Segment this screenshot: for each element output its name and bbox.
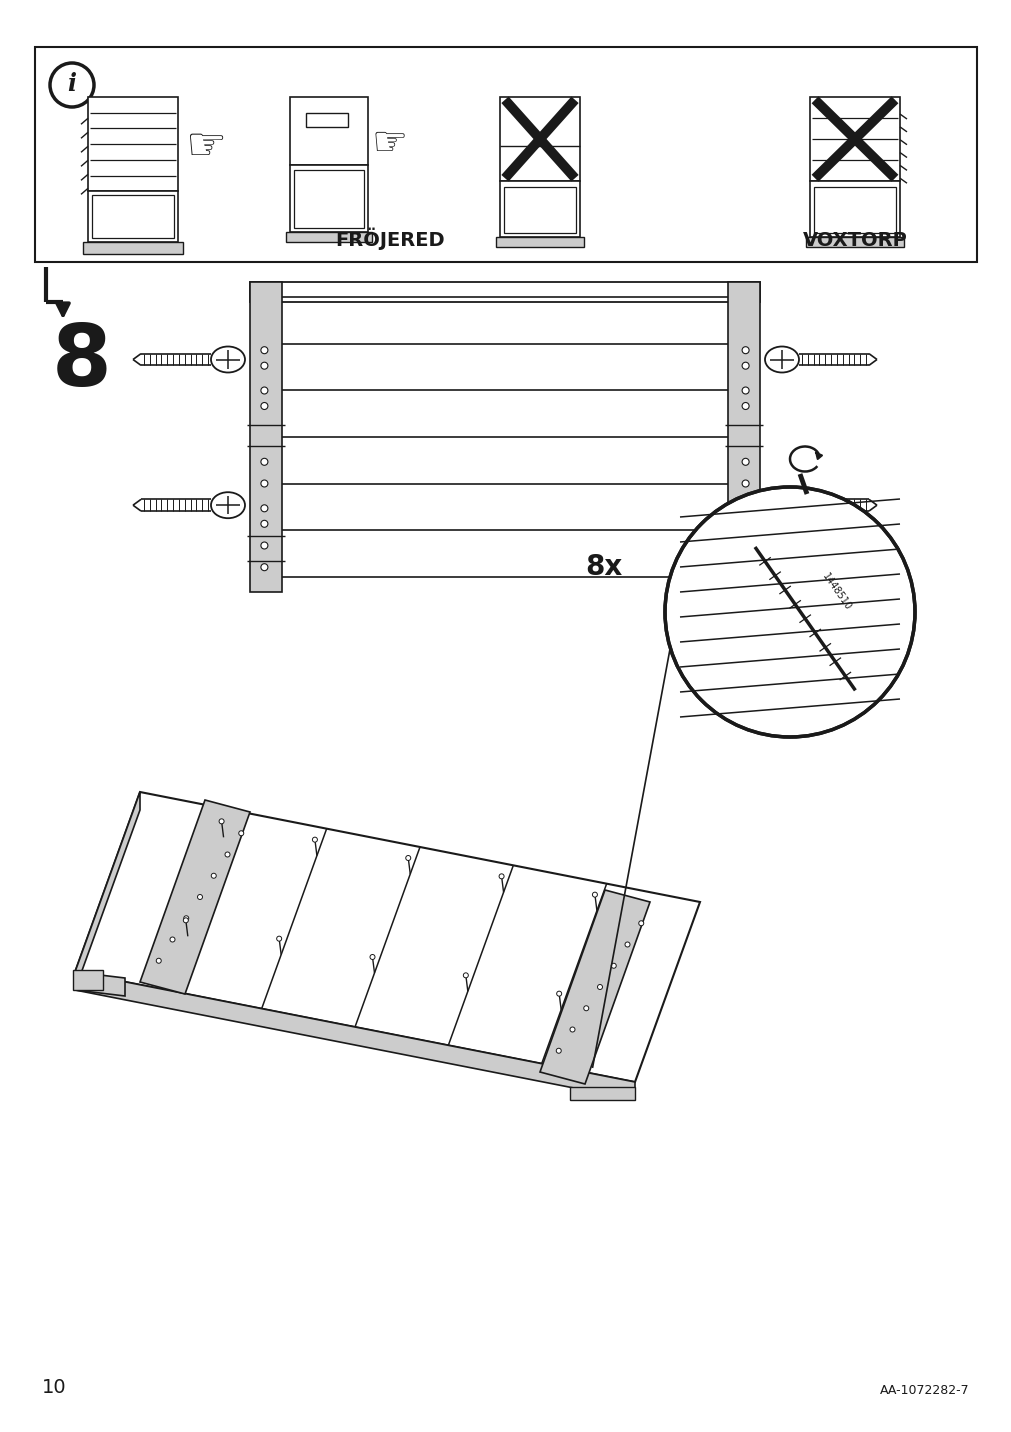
Bar (503, 186, 575, 233)
Bar (495, 238, 583, 246)
Text: i: i (68, 72, 77, 96)
Circle shape (218, 819, 223, 823)
Text: ☞: ☞ (372, 125, 407, 165)
Circle shape (224, 852, 229, 856)
Circle shape (741, 505, 748, 511)
Circle shape (261, 362, 268, 369)
Circle shape (498, 874, 503, 879)
Text: 8x: 8x (584, 553, 622, 581)
Bar (499, 180, 579, 238)
Bar (290, 165, 368, 232)
Circle shape (261, 520, 268, 527)
Circle shape (276, 937, 281, 941)
Text: 8: 8 (52, 321, 112, 404)
Text: FRÖJERED: FRÖJERED (335, 228, 445, 251)
Bar (92, 195, 174, 238)
Bar (83, 242, 183, 253)
Polygon shape (75, 792, 140, 990)
Bar (294, 170, 364, 228)
Circle shape (741, 362, 748, 369)
Circle shape (312, 838, 317, 842)
Bar (813, 186, 895, 233)
Circle shape (556, 1048, 561, 1054)
Circle shape (261, 480, 268, 487)
Text: 10: 10 (42, 1378, 67, 1398)
Circle shape (741, 458, 748, 465)
Ellipse shape (210, 347, 245, 372)
Circle shape (463, 972, 468, 978)
Circle shape (741, 402, 748, 410)
Circle shape (50, 63, 94, 107)
Circle shape (556, 991, 561, 997)
Polygon shape (540, 891, 649, 1084)
Polygon shape (75, 972, 125, 997)
Circle shape (741, 347, 748, 354)
Text: ☞: ☞ (185, 125, 226, 170)
Bar (499, 97, 579, 180)
Circle shape (741, 387, 748, 394)
Bar (250, 282, 759, 302)
Circle shape (170, 937, 175, 942)
Circle shape (261, 402, 268, 410)
Bar (73, 969, 103, 990)
Ellipse shape (210, 493, 245, 518)
Bar (805, 238, 903, 246)
Circle shape (370, 955, 375, 959)
Circle shape (197, 895, 202, 899)
Bar (35, 47, 976, 262)
Circle shape (741, 541, 748, 548)
Text: 1448510: 1448510 (819, 571, 852, 613)
Circle shape (239, 831, 244, 836)
Bar (88, 192, 178, 242)
Circle shape (261, 541, 268, 548)
Circle shape (638, 921, 643, 925)
Bar (809, 180, 899, 238)
Polygon shape (75, 792, 700, 1083)
Text: AA-1072282-7: AA-1072282-7 (880, 1383, 969, 1398)
Circle shape (261, 387, 268, 394)
Bar (290, 97, 368, 165)
Ellipse shape (764, 347, 799, 372)
Bar (727, 282, 759, 591)
Circle shape (261, 347, 268, 354)
Circle shape (591, 892, 596, 898)
Text: VOXTORP: VOXTORP (802, 231, 907, 251)
Ellipse shape (764, 493, 799, 518)
Circle shape (184, 915, 189, 921)
Polygon shape (140, 800, 250, 994)
Bar (286, 232, 372, 242)
Polygon shape (569, 1087, 634, 1100)
Circle shape (183, 918, 188, 922)
Bar (305, 113, 348, 126)
Bar (88, 97, 178, 192)
Circle shape (211, 874, 216, 878)
Circle shape (261, 505, 268, 511)
Circle shape (569, 1027, 574, 1032)
Bar (809, 97, 899, 180)
Circle shape (664, 487, 914, 737)
Circle shape (261, 564, 268, 571)
Circle shape (156, 958, 161, 964)
Circle shape (405, 855, 410, 861)
Circle shape (583, 1005, 588, 1011)
Circle shape (611, 964, 616, 968)
Circle shape (741, 564, 748, 571)
Bar (250, 282, 282, 591)
Circle shape (261, 458, 268, 465)
Circle shape (625, 942, 630, 947)
Circle shape (596, 985, 602, 990)
Circle shape (741, 520, 748, 527)
Polygon shape (75, 972, 634, 1100)
Circle shape (741, 480, 748, 487)
